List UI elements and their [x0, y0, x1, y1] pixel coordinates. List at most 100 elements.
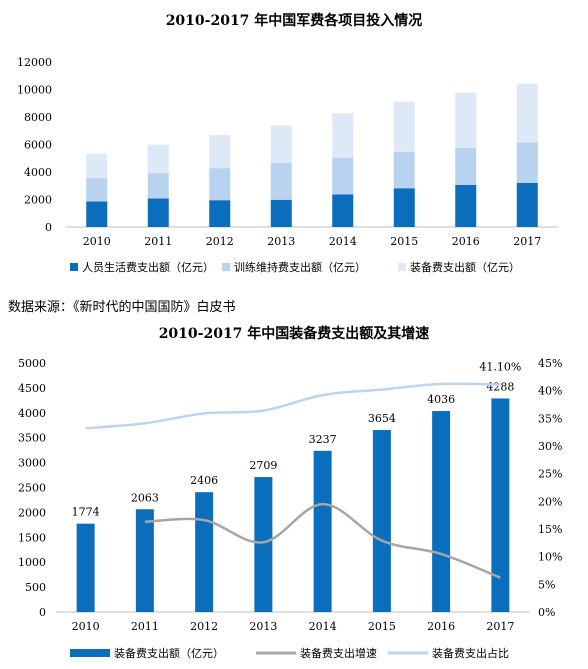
- bar-segment: [455, 92, 477, 149]
- data-label: 3237: [309, 433, 337, 446]
- data-label: 4288: [486, 380, 514, 393]
- data-label: 4036: [427, 393, 455, 406]
- y-tick-label: 1500: [18, 531, 46, 544]
- chart2-title: 2010-2017 年中国装备费支出额及其增速: [158, 326, 430, 342]
- y-tick-label: 12000: [17, 56, 52, 69]
- y-tick-label: 0: [39, 606, 46, 619]
- bar-segment: [86, 153, 108, 179]
- bar-segment: [209, 200, 231, 227]
- y-tick-label: 10000: [17, 84, 52, 97]
- legend-label: 装备费支出增速: [300, 646, 377, 660]
- x-tick-label: 2012: [206, 235, 234, 248]
- bar: [135, 509, 154, 612]
- y2-tick-label: 45%: [538, 357, 562, 370]
- x-tick-label: 2015: [390, 235, 418, 248]
- legend-label: 人员生活费支出额（亿元）: [82, 260, 214, 274]
- x-tick-label: 2010: [83, 235, 111, 248]
- y-tick-label: 6000: [24, 139, 52, 152]
- legend-label: 装备费支出占比: [432, 646, 509, 660]
- y-tick-label: 8000: [24, 111, 52, 124]
- x-tick-label: 2016: [452, 235, 480, 248]
- bar-segment: [516, 183, 538, 227]
- x-tick-label: 2017: [486, 620, 514, 633]
- y2-tick-label: 25%: [538, 468, 562, 481]
- bar-segment: [86, 201, 108, 227]
- y2-tick-label: 40%: [538, 385, 562, 398]
- x-tick-label: 2012: [190, 620, 218, 633]
- y-tick-label: 4000: [18, 407, 46, 420]
- bar-segment: [516, 83, 538, 143]
- x-tick-label: 2010: [72, 620, 100, 633]
- chart1-svg: 0 2000 4000 6000 8000 10000 12000 2010 2011 2012 2…: [17, 56, 558, 274]
- bar-segment: [332, 194, 354, 227]
- bar-segment: [209, 135, 231, 169]
- y-tick-label: 3000: [18, 457, 46, 470]
- bar-segment: [209, 168, 231, 201]
- legend-label: 训练维持费支出额（亿元）: [234, 260, 366, 274]
- bar-segment: [147, 173, 169, 199]
- y-tick-label: 4500: [18, 382, 46, 395]
- y2-tick-label: 0%: [538, 606, 555, 619]
- y-tick-label: 3500: [18, 432, 46, 445]
- x-tick-label: 2013: [249, 620, 277, 633]
- bar-segment: [270, 162, 292, 200]
- bar-segment: [455, 148, 477, 185]
- x-tick-label: 2014: [309, 620, 337, 633]
- bar-segment: [393, 151, 415, 189]
- growth-line: [144, 502, 501, 579]
- y-tick-label: 5000: [18, 357, 46, 370]
- bar: [313, 450, 332, 612]
- data-label: 1774: [72, 506, 100, 519]
- x-tick-label: 2013: [267, 235, 295, 248]
- y-tick-label: 0: [45, 221, 52, 234]
- bar-segment: [393, 188, 415, 227]
- data-label: 2709: [249, 459, 277, 472]
- bar-segment: [332, 157, 354, 195]
- bar: [254, 477, 273, 612]
- legend-swatch: [398, 263, 406, 271]
- legend-label: 装备费支出额（亿元）: [410, 260, 520, 274]
- bar-segment: [86, 178, 108, 202]
- bar-segment: [393, 101, 415, 152]
- bar-segment: [270, 125, 292, 163]
- data-label: 3654: [368, 412, 396, 425]
- y2-tick-label: 5%: [538, 578, 555, 591]
- bar: [432, 411, 451, 612]
- chart1-title: 2010-2017 年中国军费各项目投入情况: [165, 13, 423, 29]
- x-tick-label: 2015: [368, 620, 396, 633]
- y2-tick-label: 30%: [538, 440, 562, 453]
- legend-swatch: [70, 263, 78, 271]
- y-tick-label: 2000: [24, 194, 52, 207]
- bar-segment: [332, 113, 354, 158]
- x-tick-label: 2017: [513, 235, 541, 248]
- y-tick-label: 2500: [18, 482, 46, 495]
- source-note: 数据来源：《新时代的中国国防》白皮书: [8, 300, 236, 315]
- y2-tick-label: 35%: [538, 412, 562, 425]
- data-label: 2406: [190, 474, 218, 487]
- y2-tick-label: 10%: [538, 551, 562, 564]
- share-line: [85, 382, 501, 430]
- y-tick-label: 500: [25, 581, 46, 594]
- x-tick-label: 2014: [329, 235, 357, 248]
- bar-segment: [516, 142, 538, 183]
- legend-swatch-bars: [70, 649, 110, 657]
- bar: [76, 523, 95, 612]
- y-tick-label: 2000: [18, 506, 46, 519]
- legend-label: 装备费支出额（亿元）: [114, 646, 224, 660]
- bar: [372, 430, 391, 612]
- bar-segment: [270, 199, 292, 227]
- legend-swatch: [222, 263, 230, 271]
- x-tick-label: 2011: [131, 620, 159, 633]
- y-tick-label: 4000: [24, 166, 52, 179]
- share-last-label: 41.10%: [479, 361, 521, 374]
- x-tick-label: 2011: [144, 235, 172, 248]
- x-tick-label: 2016: [427, 620, 455, 633]
- bar-segment: [147, 144, 169, 174]
- y2-tick-label: 15%: [538, 523, 562, 536]
- y-tick-label: 1000: [18, 556, 46, 569]
- bar-segment: [147, 198, 169, 227]
- bar-segment: [455, 184, 477, 227]
- y2-tick-label: 20%: [538, 495, 562, 508]
- bar: [491, 398, 510, 612]
